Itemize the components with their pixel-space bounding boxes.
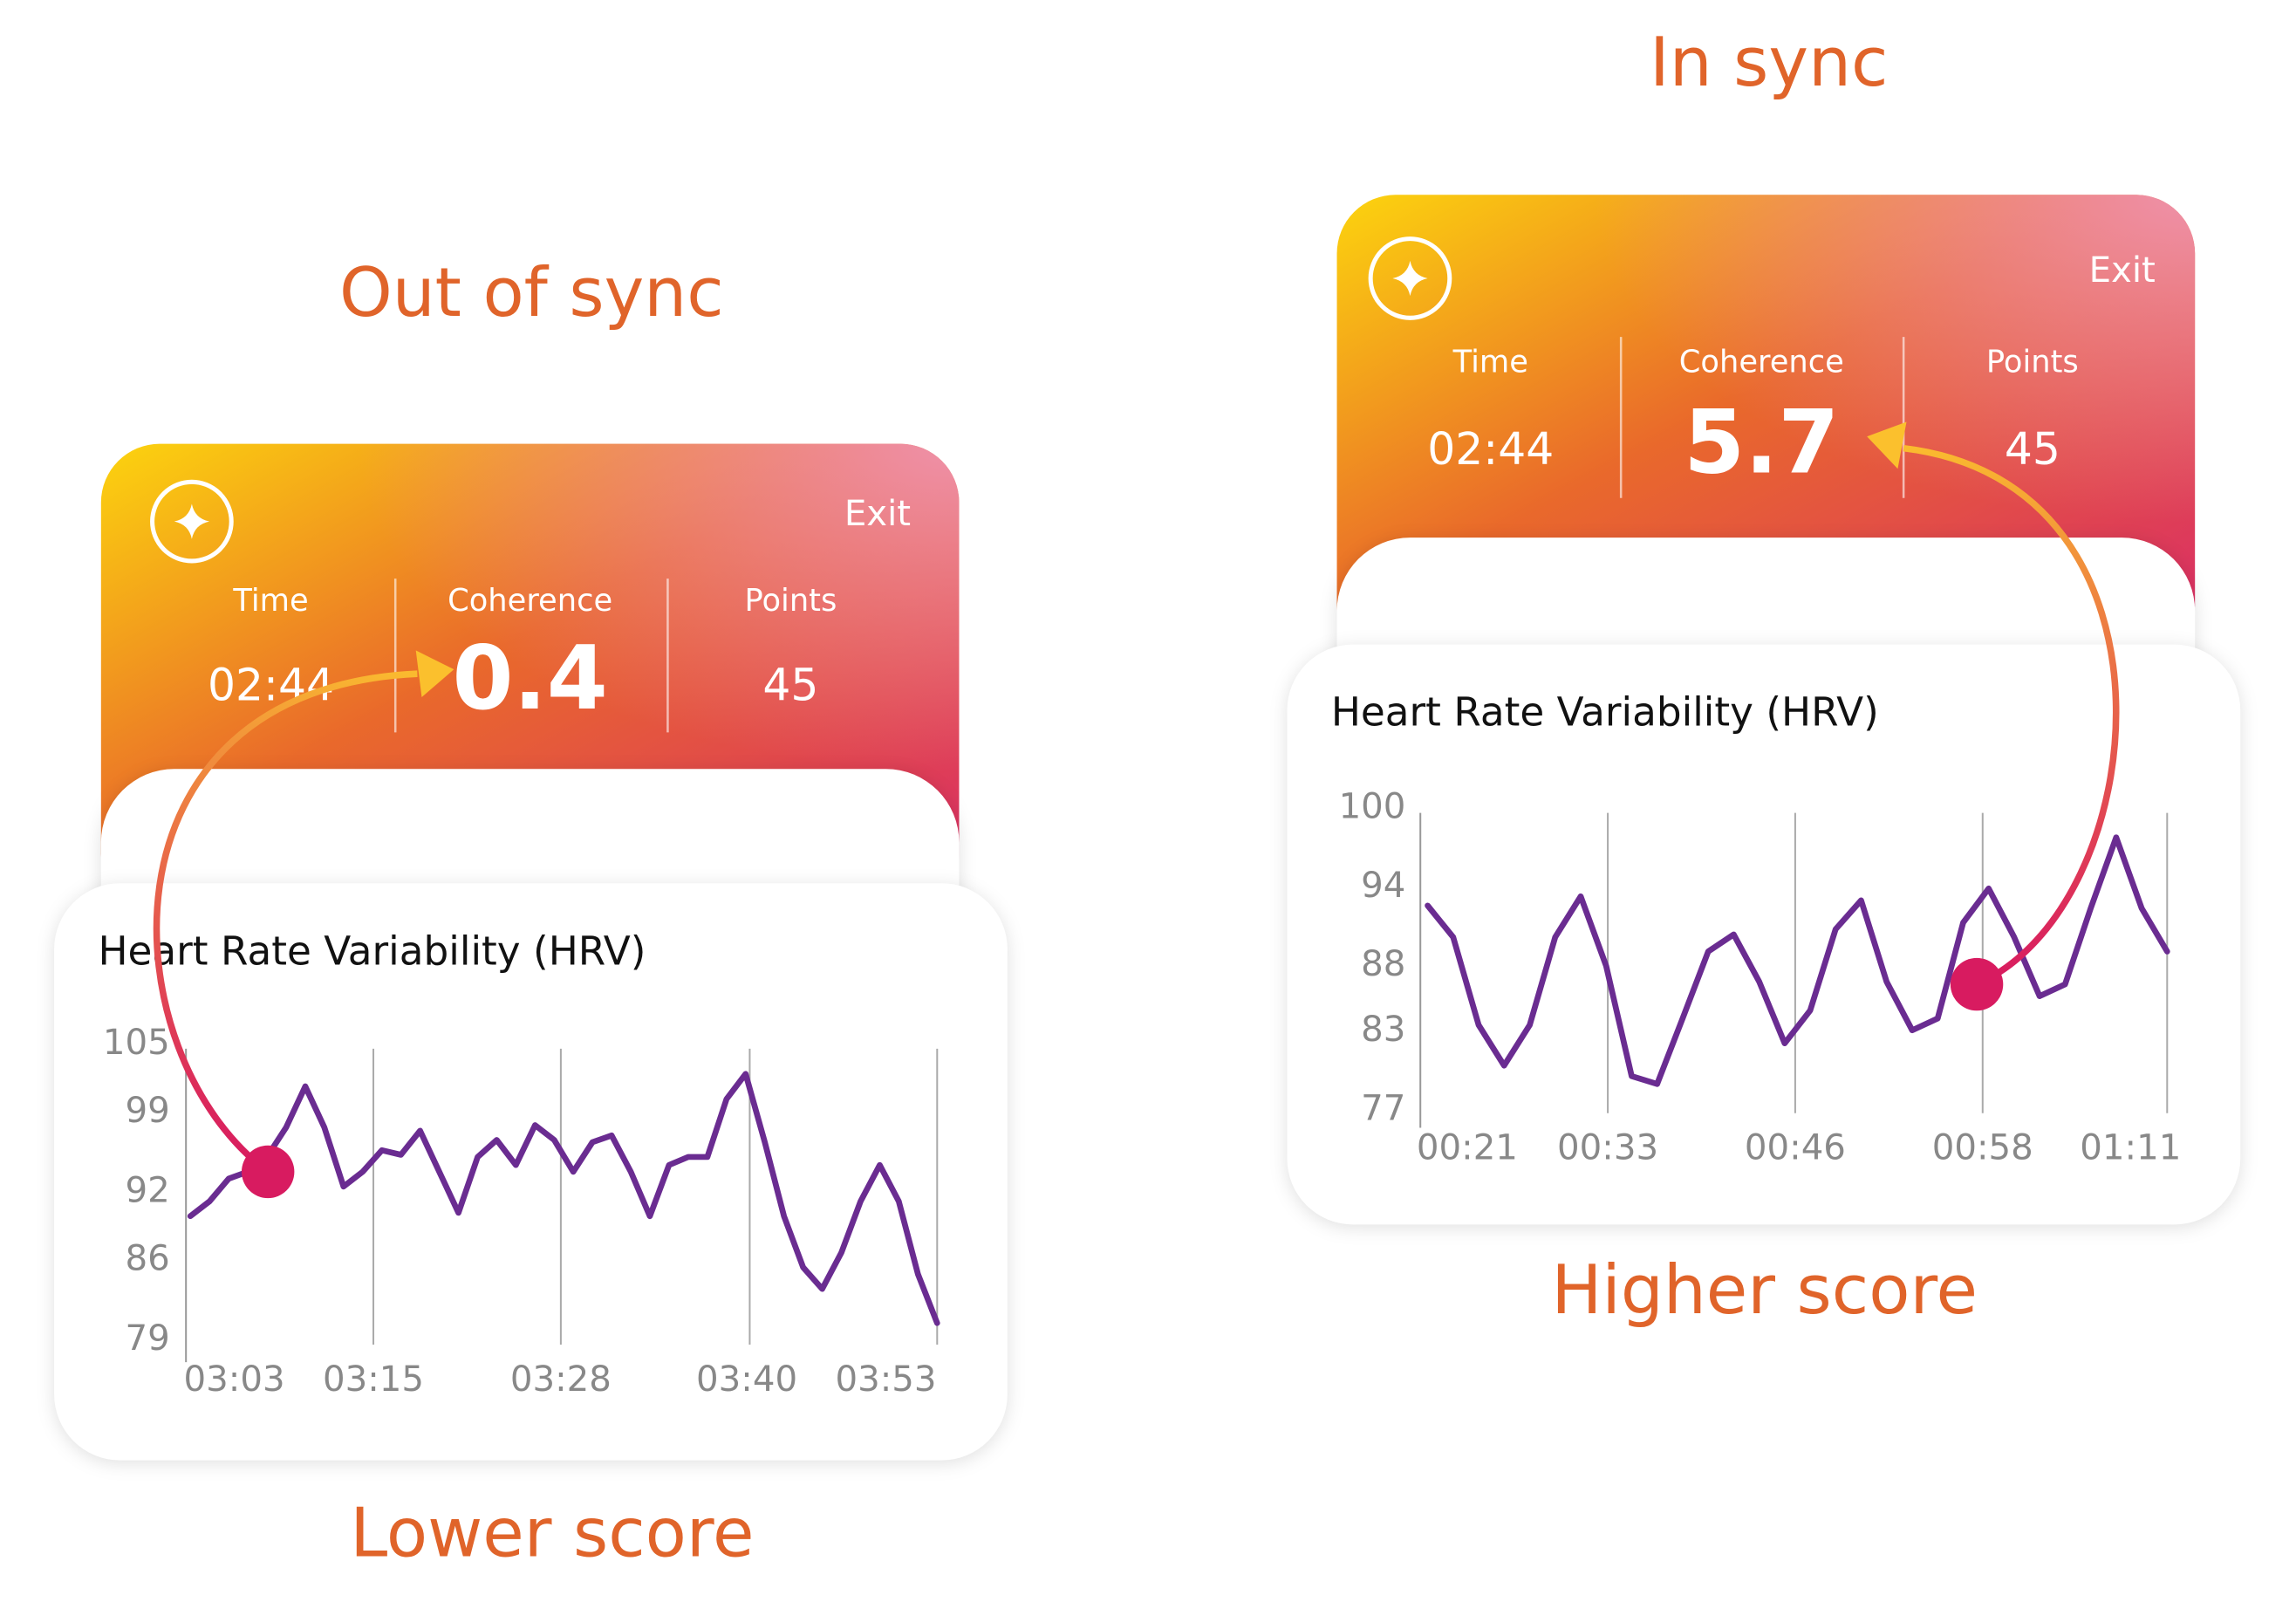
x-tick-label: 03:28	[510, 1359, 612, 1400]
exit-button[interactable]: Exit	[844, 494, 911, 534]
arrow-head	[1867, 421, 1907, 469]
y-tick-label: 100	[1339, 787, 1406, 827]
y-tick-label: 79	[125, 1318, 169, 1359]
y-tick-label: 94	[1361, 866, 1405, 906]
caption-bottom: Higher score	[1551, 1251, 1978, 1330]
stat-label: Coherence	[1679, 344, 1844, 380]
x-tick-label: 00:58	[1932, 1128, 2033, 1168]
chart-title: Heart Rate Variability (HRV)	[1331, 689, 1879, 736]
stat-label: Points	[1986, 344, 2079, 380]
stat-label: Time	[232, 583, 308, 619]
star-glyph	[174, 503, 210, 539]
y-tick-label: 99	[125, 1091, 169, 1131]
x-tick-label: 03:53	[836, 1359, 937, 1400]
caption-top: In sync	[1650, 24, 1889, 102]
arrow	[153, 670, 418, 1174]
x-tick-label: 03:03	[184, 1359, 285, 1400]
arrow-head	[415, 650, 454, 698]
stat-label: Coherence	[448, 583, 612, 619]
caption-bottom: Lower score	[350, 1495, 754, 1573]
x-tick-label: 00:33	[1557, 1128, 1658, 1168]
exit-button[interactable]: Exit	[2089, 250, 2156, 291]
stat-value: 45	[2005, 423, 2060, 475]
stat-label: Points	[744, 583, 837, 619]
marker-dot	[241, 1145, 295, 1199]
y-tick-label: 92	[125, 1170, 169, 1210]
caption-top: Out of sync	[339, 254, 724, 332]
stat-value: 02:44	[208, 659, 334, 710]
y-tick-label: 88	[1361, 944, 1405, 984]
stat-label: Time	[1452, 344, 1528, 380]
y-tick-label: 86	[125, 1239, 169, 1279]
x-tick-label: 01:11	[2080, 1128, 2181, 1168]
x-tick-label: 03:15	[323, 1359, 424, 1400]
x-tick-label: 00:46	[1745, 1128, 1846, 1168]
stat-value: 0.4	[452, 627, 607, 729]
stat-value: 45	[762, 659, 818, 710]
panel: Out of sync Lower score Exit Time 02:44 Coher…	[54, 254, 1008, 1573]
panel: In sync Higher score Exit Time 02:44 Coherenc…	[1287, 24, 2241, 1330]
chart-card	[54, 883, 1008, 1461]
chart-title: Heart Rate Variability (HRV)	[98, 928, 646, 974]
y-tick-label: 77	[1361, 1088, 1405, 1128]
marker-dot	[1950, 957, 2004, 1011]
hrv-line	[1425, 834, 2170, 1087]
arrow	[1903, 444, 2120, 988]
y-tick-label: 83	[1361, 1010, 1405, 1050]
star-icon	[1368, 236, 1452, 320]
stat-value: 5.7	[1684, 392, 1839, 494]
y-tick-label: 105	[103, 1023, 170, 1063]
chart-card	[1287, 644, 2241, 1225]
star-icon	[150, 479, 234, 564]
x-tick-label: 00:21	[1417, 1128, 1518, 1168]
star-glyph	[1392, 260, 1428, 297]
stat-value: 02:44	[1427, 423, 1554, 475]
x-tick-label: 03:40	[696, 1359, 797, 1400]
hrv-line	[187, 1071, 940, 1326]
